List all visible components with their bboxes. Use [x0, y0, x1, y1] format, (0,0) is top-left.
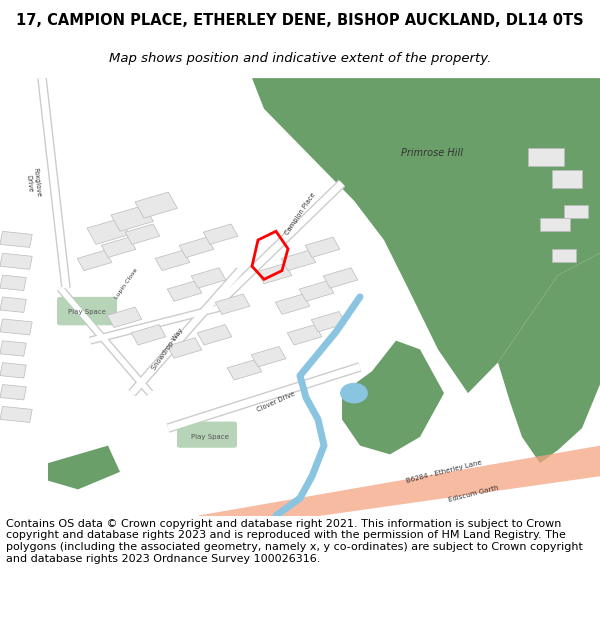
Bar — [125, 224, 160, 244]
Bar — [305, 237, 340, 258]
Polygon shape — [252, 78, 600, 393]
Text: Play Space: Play Space — [68, 309, 106, 315]
Bar — [552, 170, 582, 187]
Bar — [299, 281, 334, 301]
Text: 17, CAMPION PLACE, ETHERLEY DENE, BISHOP AUCKLAND, DL14 0TS: 17, CAMPION PLACE, ETHERLEY DENE, BISHOP… — [16, 12, 584, 28]
Text: Foxglove
Drive: Foxglove Drive — [25, 168, 41, 199]
Bar — [77, 250, 112, 271]
Bar — [0, 297, 26, 312]
Text: Map shows position and indicative extent of the property.: Map shows position and indicative extent… — [109, 52, 491, 65]
Bar — [311, 311, 346, 332]
Bar — [552, 249, 576, 262]
Bar — [251, 346, 286, 367]
Bar — [191, 268, 226, 288]
Bar — [135, 192, 178, 218]
Text: Snowdrop Way: Snowdrop Way — [151, 328, 185, 371]
Bar — [0, 362, 26, 378]
Bar — [528, 148, 564, 166]
Bar — [0, 384, 26, 400]
Bar — [197, 324, 232, 345]
Bar — [323, 268, 358, 288]
Text: Lupin Close: Lupin Close — [113, 268, 139, 300]
Bar — [0, 341, 26, 356]
Bar — [87, 218, 130, 244]
Bar — [215, 294, 250, 314]
Bar — [564, 205, 588, 218]
FancyBboxPatch shape — [57, 297, 117, 325]
Bar — [275, 294, 310, 314]
Text: Play Space: Play Space — [191, 434, 229, 440]
Bar — [167, 338, 202, 358]
Bar — [0, 406, 32, 422]
Polygon shape — [48, 446, 120, 489]
Text: B6284 - Etherley Lane: B6284 - Etherley Lane — [406, 459, 482, 484]
Bar — [257, 263, 292, 284]
Polygon shape — [498, 253, 600, 463]
Bar — [107, 307, 142, 328]
Bar — [227, 359, 262, 380]
Polygon shape — [342, 341, 444, 454]
Bar — [131, 324, 166, 345]
Bar — [155, 250, 190, 271]
Bar — [281, 250, 316, 271]
Bar — [179, 237, 214, 258]
Text: Campion Place: Campion Place — [284, 191, 316, 236]
Text: Primrose Hill: Primrose Hill — [401, 148, 463, 158]
Circle shape — [341, 384, 367, 402]
FancyBboxPatch shape — [177, 421, 237, 447]
Text: Clover Drive: Clover Drive — [256, 391, 296, 413]
Bar — [0, 275, 26, 291]
Polygon shape — [198, 446, 600, 533]
Bar — [111, 205, 154, 231]
Bar — [0, 231, 32, 248]
Bar — [203, 224, 238, 244]
Text: Ediscum Garth: Ediscum Garth — [448, 484, 500, 503]
Bar — [540, 218, 570, 231]
Bar — [167, 281, 202, 301]
Bar — [287, 324, 322, 345]
Bar — [101, 237, 136, 258]
Text: Contains OS data © Crown copyright and database right 2021. This information is : Contains OS data © Crown copyright and d… — [6, 519, 583, 564]
Bar — [0, 253, 32, 269]
Bar — [0, 319, 32, 335]
